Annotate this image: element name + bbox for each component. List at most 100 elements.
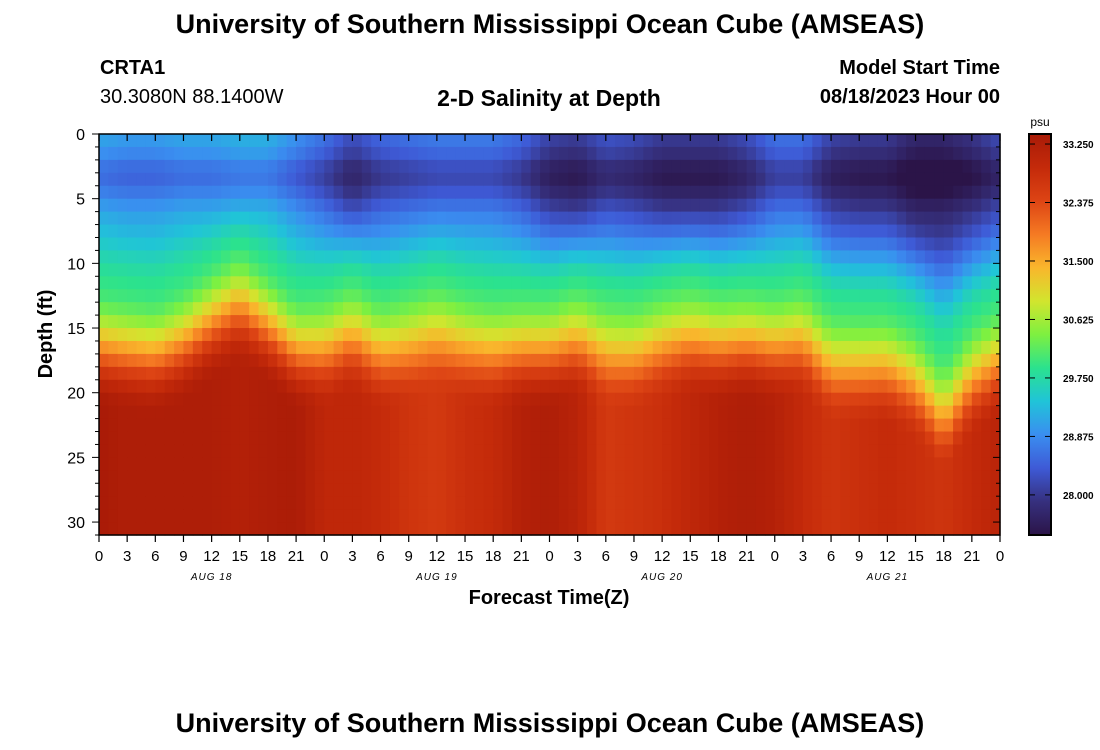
heatmap-cell [755,302,766,316]
heatmap-cell [587,328,598,342]
heatmap-cell [962,146,973,161]
heatmap-cell [877,483,888,497]
heatmap-cell [793,483,804,497]
heatmap-cell [324,379,335,394]
heatmap-cell [605,444,616,458]
heatmap-cell [164,392,175,407]
heatmap-cell [690,302,701,316]
heatmap-cell [896,159,907,174]
heatmap-cell [915,483,926,497]
heatmap-cell [802,392,813,407]
heatmap-cell [127,366,138,381]
heatmap-cell [493,146,504,161]
heatmap-cell [127,315,138,329]
heatmap-cell [793,172,804,187]
heatmap-cell [755,405,766,420]
heatmap-cell [155,509,166,523]
heatmap-cell [934,315,945,329]
heatmap-cell [408,405,419,420]
heatmap-cell [934,159,945,174]
heatmap-cell [577,392,588,407]
heatmap-cell [568,509,579,523]
heatmap-cell [615,483,626,497]
heatmap-cell [202,340,213,355]
heatmap-cell [793,302,804,316]
heatmap-cell [399,211,410,226]
heatmap-cell [765,211,776,226]
heatmap-cell [164,211,175,226]
heatmap-cell [793,159,804,174]
heatmap-cell [174,522,185,536]
heatmap-cell [258,366,269,381]
y-tick-label: 5 [76,192,85,209]
heatmap-cell [915,250,926,264]
heatmap-cell [465,366,476,381]
heatmap-cell [943,159,954,174]
heatmap-cell [314,457,325,471]
heatmap-cell [727,224,738,239]
heatmap-cell [812,302,823,316]
heatmap-cell [230,328,241,342]
heatmap-cell [587,340,598,355]
heatmap-cell [624,172,635,187]
heatmap-cell [671,198,682,213]
heatmap-cell [427,172,438,187]
heatmap-cell [755,340,766,355]
heatmap-cell [840,159,851,174]
heatmap-cell [239,496,250,510]
heatmap-cell [812,224,823,239]
heatmap-cell [117,483,128,497]
heatmap-cell [906,496,917,510]
heatmap-cell [465,302,476,316]
heatmap-cell [108,134,119,148]
heatmap-cell [774,289,785,303]
heatmap-cell [427,302,438,316]
heatmap-cell [389,224,400,239]
heatmap-cell [568,392,579,407]
heatmap-cell [446,211,457,226]
heatmap-cell [145,483,156,497]
heatmap-cell [633,185,644,200]
heatmap-cell [558,366,569,381]
heatmap-cell [812,470,823,484]
colorbar-tick-label: 33.250 [1063,140,1094,151]
heatmap-cell [915,496,926,510]
heatmap-cell [361,366,372,381]
heatmap-cell [174,211,185,226]
heatmap-cell [249,263,260,277]
heatmap-cell [493,172,504,187]
heatmap-cell [737,444,748,458]
heatmap-cell [389,250,400,264]
heatmap-cell [230,185,241,200]
heatmap-cell [202,289,213,303]
heatmap-cell [455,276,466,290]
heatmap-cell [737,431,748,446]
heatmap-cell [849,146,860,161]
heatmap-cell [239,134,250,148]
heatmap-cell [155,366,166,381]
heatmap-cell [643,172,654,187]
heatmap-cell [558,353,569,368]
heatmap-cell [117,392,128,407]
heatmap-cell [868,302,879,316]
heatmap-cell [784,328,795,342]
heatmap-cell [596,198,607,213]
heatmap-cell [990,522,1001,536]
heatmap-cell [953,159,964,174]
heatmap-cell [455,418,466,433]
heatmap-cell [540,379,551,394]
heatmap-cell [962,289,973,303]
heatmap-cell [624,405,635,420]
heatmap-cell [155,276,166,290]
heatmap-cell [474,522,485,536]
heatmap-cell [399,431,410,446]
heatmap-cell [971,496,982,510]
heatmap-cell [380,470,391,484]
heatmap-cell [587,159,598,174]
heatmap-cell [990,315,1001,329]
heatmap-cell [333,185,344,200]
heatmap-cell [136,211,147,226]
heatmap-cell [727,172,738,187]
heatmap-cell [587,418,598,433]
heatmap-cell [211,431,222,446]
